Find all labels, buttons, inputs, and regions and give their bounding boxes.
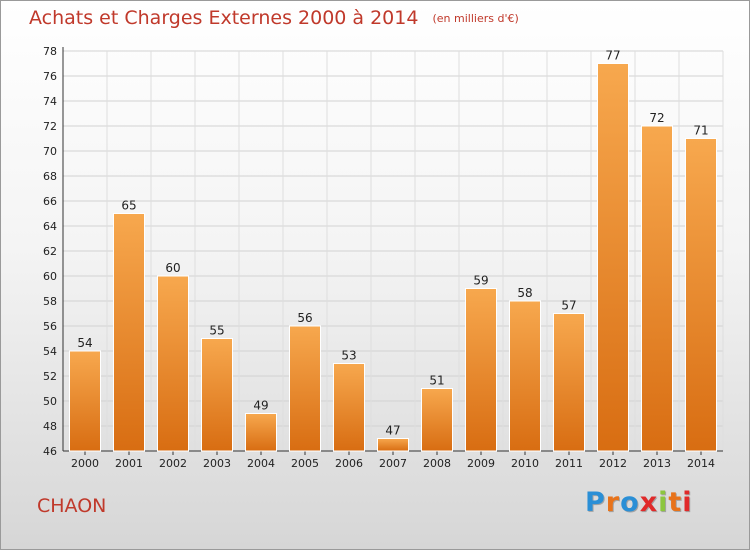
data-label-2006: 53	[341, 349, 356, 363]
y-tick-label: 54	[43, 345, 57, 358]
data-label-2003: 55	[209, 324, 224, 338]
data-label-2012: 77	[605, 49, 620, 63]
y-tick-label: 70	[43, 145, 57, 158]
y-tick-label: 60	[43, 270, 57, 283]
x-tick-label: 2009	[467, 457, 495, 470]
x-tick-label: 2002	[159, 457, 187, 470]
bars	[69, 63, 717, 452]
bar-2013	[641, 125, 673, 452]
y-tick-label: 64	[43, 220, 57, 233]
labels: 46 48 50 52 54 56 58 60 62 64 66 68 70 72 74 76 78 54 2000…	[43, 45, 715, 470]
bar-2005	[289, 325, 321, 452]
data-label-2014: 71	[693, 124, 708, 138]
x-tick-label: 2000	[71, 457, 99, 470]
bar-2009	[465, 288, 497, 452]
x-tick-label: 2008	[423, 457, 451, 470]
x-tick-label: 2007	[379, 457, 407, 470]
bar-2008	[421, 388, 453, 452]
y-tick-label: 50	[43, 395, 57, 408]
bar-2014	[685, 138, 717, 452]
data-label-2000: 54	[77, 336, 92, 350]
y-tick-label: 72	[43, 120, 57, 133]
bar-2010	[509, 300, 541, 452]
x-tick-label: 2010	[511, 457, 539, 470]
x-tick-label: 2011	[555, 457, 583, 470]
logo-letter: r	[605, 487, 621, 518]
commune-name: CHAON	[37, 495, 107, 517]
x-tick-label: 2012	[599, 457, 627, 470]
data-label-2011: 57	[561, 299, 576, 313]
logo-letter: P	[585, 487, 606, 518]
bar-2011	[553, 313, 585, 452]
y-tick-label: 74	[43, 95, 57, 108]
y-tick-label: 48	[43, 420, 57, 433]
bar-2003	[201, 338, 233, 452]
bar-2004	[245, 413, 277, 452]
data-label-2013: 72	[649, 111, 664, 125]
bar-2000	[69, 350, 101, 452]
bar-2012	[597, 63, 629, 452]
x-tick-label: 2001	[115, 457, 143, 470]
y-tick-label: 52	[43, 370, 57, 383]
logo-letter: t	[668, 487, 683, 518]
data-label-2010: 58	[517, 286, 532, 300]
x-tick-label: 2005	[291, 457, 319, 470]
data-label-2004: 49	[253, 399, 268, 413]
logo-letter: x	[639, 487, 659, 518]
x-tick-label: 2006	[335, 457, 363, 470]
chart-title-text: Achats et Charges Externes 2000 à 2014	[29, 7, 419, 29]
proxiti-logo: Proxiti	[585, 487, 693, 518]
bar-2006	[333, 363, 365, 452]
logo-letter: i	[682, 487, 693, 518]
data-label-2007: 47	[385, 424, 400, 438]
bar-2002	[157, 275, 189, 452]
logo-letter: i	[658, 487, 669, 518]
logo-letter: o	[620, 487, 640, 518]
x-tick-label: 2003	[203, 457, 231, 470]
x-tick-label: 2004	[247, 457, 275, 470]
y-tick-label: 76	[43, 70, 57, 83]
data-label-2009: 59	[473, 274, 488, 288]
bar-2001	[113, 213, 145, 452]
chart-title: Achats et Charges Externes 2000 à 2014 (…	[29, 7, 519, 29]
data-label-2005: 56	[297, 311, 312, 325]
y-tick-label: 58	[43, 295, 57, 308]
x-tick-label: 2013	[643, 457, 671, 470]
data-label-2008: 51	[429, 374, 444, 388]
data-label-2001: 65	[121, 199, 136, 213]
y-tick-label: 68	[43, 170, 57, 183]
x-tick-label: 2014	[687, 457, 715, 470]
chart-subtitle: (en milliers d'€)	[432, 12, 519, 25]
y-tick-label: 78	[43, 45, 57, 58]
bar-2007	[377, 438, 409, 452]
data-label-2002: 60	[165, 261, 180, 275]
y-tick-label: 66	[43, 195, 57, 208]
y-tick-label: 56	[43, 320, 57, 333]
y-tick-label: 46	[43, 445, 57, 458]
y-tick-label: 62	[43, 245, 57, 258]
